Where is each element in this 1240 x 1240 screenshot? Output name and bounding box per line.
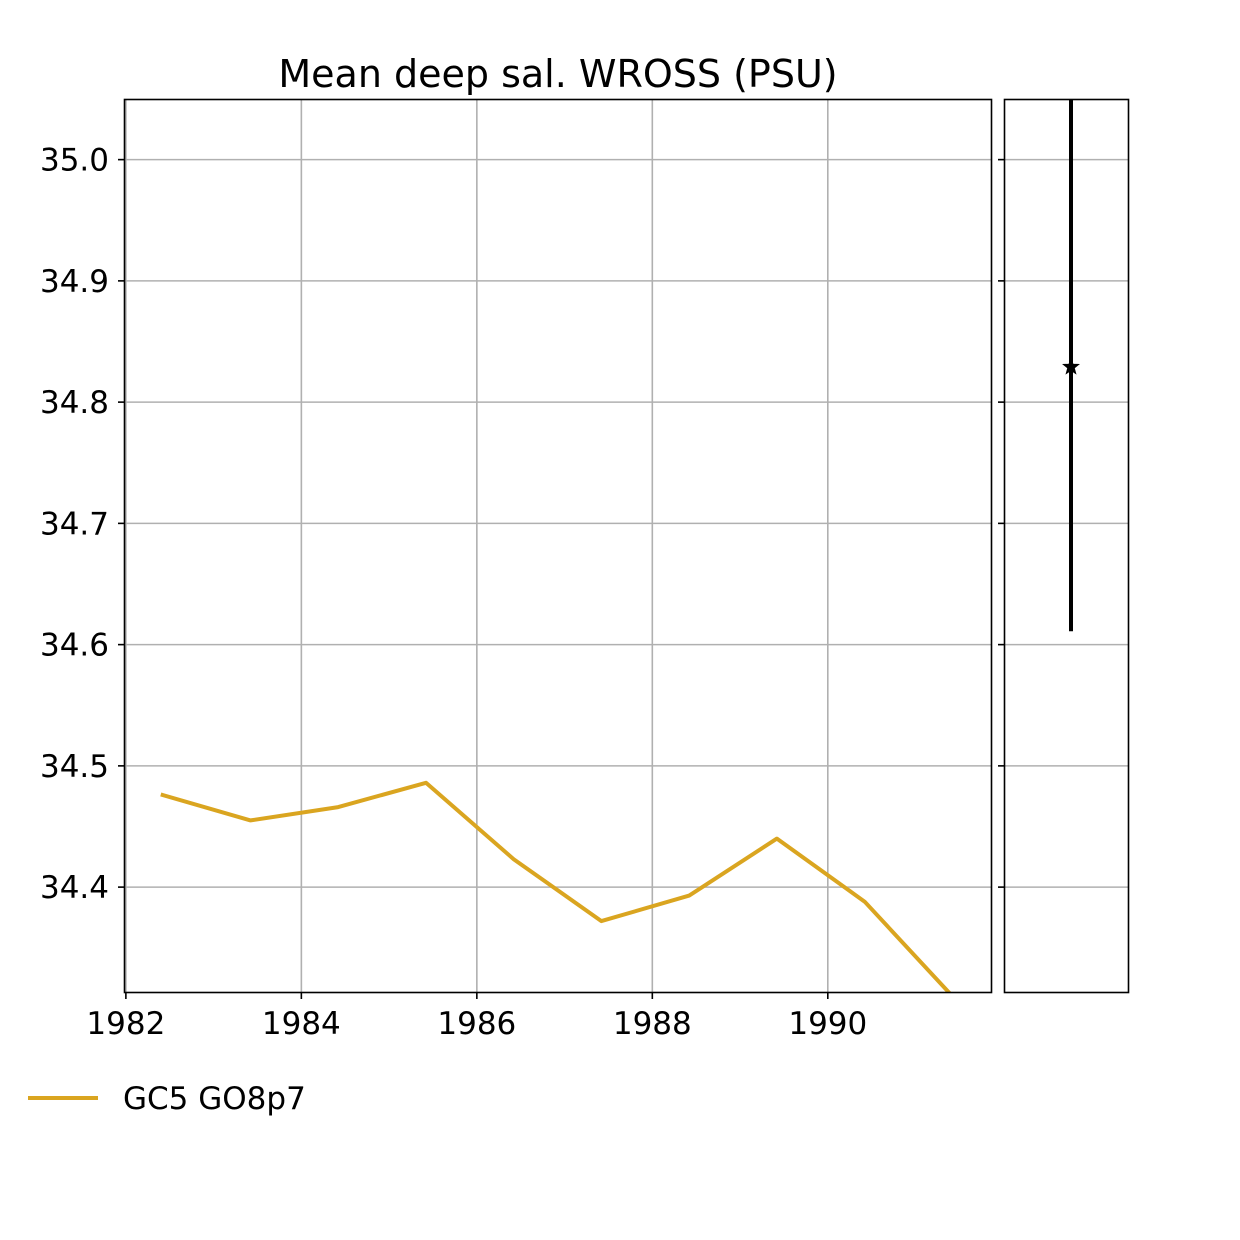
- y-tick-label: 34.9: [40, 264, 109, 300]
- y-tick-label: 34.5: [40, 749, 109, 785]
- y-tick-label: 34.7: [40, 506, 109, 542]
- series-line: [160, 780, 952, 992]
- side-grid: [1005, 158, 1129, 888]
- y-tick-label: 34.4: [40, 870, 109, 906]
- x-tick-label: 1982: [86, 1006, 165, 1042]
- x-tick-label: 1990: [788, 1006, 867, 1042]
- main-ticks: [118, 158, 829, 999]
- y-tick-label: 34.8: [40, 385, 109, 421]
- x-tick-label: 1986: [437, 1006, 516, 1042]
- legend: GC5 GO8p7: [28, 1081, 306, 1117]
- x-tick-labels: 1982 1984 1986 1988 1990: [86, 1006, 867, 1042]
- star-marker: [1062, 357, 1080, 375]
- main-plot-frame: [123, 98, 993, 994]
- x-tick-label: 1988: [613, 1006, 692, 1042]
- y-tick-label: 35.0: [40, 143, 109, 179]
- chart-title: Mean deep sal. WROSS (PSU): [278, 52, 837, 96]
- y-tick-labels: 34.4 34.5 34.6 34.7 34.8 34.9 35.0: [40, 143, 109, 906]
- main-grid: [125, 99, 991, 992]
- side-plot-frame: [1003, 98, 1130, 994]
- series-layer: [160, 780, 952, 992]
- side-panel: [1062, 99, 1080, 632]
- x-tick-label: 1984: [262, 1006, 341, 1042]
- side-ticks: [998, 158, 1005, 888]
- y-tick-label: 34.6: [40, 628, 109, 664]
- legend-label: GC5 GO8p7: [123, 1081, 306, 1117]
